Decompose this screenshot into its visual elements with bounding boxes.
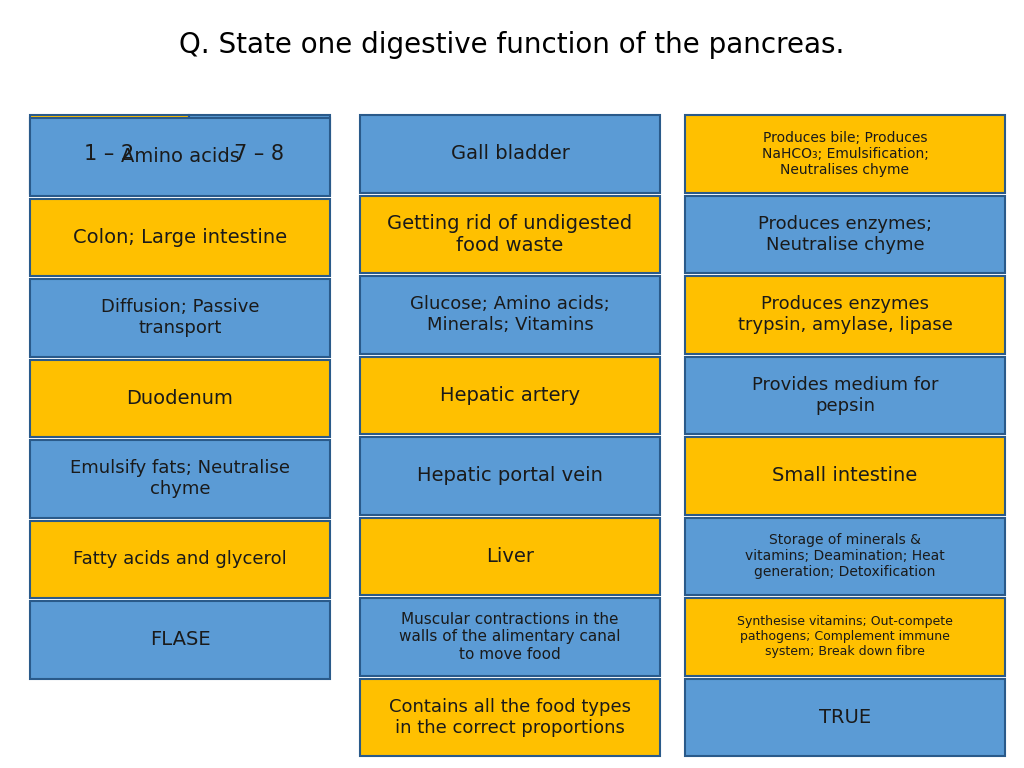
Text: Liver: Liver bbox=[486, 547, 534, 566]
Bar bbox=[360, 437, 660, 515]
Text: Synthesise vitamins; Out-compete
pathogens; Complement immune
system; Break down: Synthesise vitamins; Out-compete pathoge… bbox=[737, 615, 953, 658]
Text: Fatty acids and glycerol: Fatty acids and glycerol bbox=[73, 550, 287, 568]
Text: Emulsify fats; Neutralise
chyme: Emulsify fats; Neutralise chyme bbox=[70, 459, 290, 498]
Bar bbox=[360, 598, 660, 676]
Bar bbox=[30, 115, 189, 193]
Text: FLASE: FLASE bbox=[150, 631, 210, 649]
Bar bbox=[685, 437, 1005, 515]
Bar bbox=[685, 518, 1005, 595]
Text: Hepatic portal vein: Hepatic portal vein bbox=[417, 466, 603, 485]
Bar bbox=[30, 118, 330, 196]
Bar bbox=[360, 196, 660, 273]
Bar bbox=[189, 115, 330, 193]
Bar bbox=[30, 521, 330, 598]
Text: TRUE: TRUE bbox=[819, 708, 871, 727]
Bar bbox=[360, 356, 660, 434]
Text: Amino acids: Amino acids bbox=[121, 147, 240, 166]
Bar bbox=[360, 276, 660, 353]
Text: Q. State one digestive function of the pancreas.: Q. State one digestive function of the p… bbox=[179, 31, 845, 59]
Bar bbox=[360, 518, 660, 595]
Text: Contains all the food types
in the correct proportions: Contains all the food types in the corre… bbox=[389, 698, 631, 737]
Bar bbox=[685, 115, 1005, 193]
Text: Produces enzymes;
Neutralise chyme: Produces enzymes; Neutralise chyme bbox=[758, 215, 932, 253]
Bar bbox=[360, 115, 660, 193]
Bar bbox=[30, 601, 330, 678]
Bar bbox=[685, 598, 1005, 676]
Text: Hepatic artery: Hepatic artery bbox=[440, 386, 580, 405]
Text: Storage of minerals &
vitamins; Deamination; Heat
generation; Detoxification: Storage of minerals & vitamins; Deaminat… bbox=[745, 533, 945, 579]
Text: Provides medium for
pepsin: Provides medium for pepsin bbox=[752, 376, 938, 415]
Text: Produces bile; Produces
NaHCO₃; Emulsification;
Neutralises chyme: Produces bile; Produces NaHCO₃; Emulsifi… bbox=[762, 131, 929, 177]
Bar bbox=[30, 279, 330, 356]
Bar bbox=[360, 678, 660, 756]
Text: Duodenum: Duodenum bbox=[127, 389, 233, 408]
Bar bbox=[30, 198, 330, 276]
Text: Gall bladder: Gall bladder bbox=[451, 144, 569, 164]
Bar bbox=[30, 440, 330, 518]
Text: Produces enzymes
trypsin, amylase, lipase: Produces enzymes trypsin, amylase, lipas… bbox=[737, 296, 952, 334]
Bar bbox=[685, 276, 1005, 353]
Text: Getting rid of undigested
food waste: Getting rid of undigested food waste bbox=[387, 214, 633, 255]
Bar bbox=[685, 678, 1005, 756]
Text: Muscular contractions in the
walls of the alimentary canal
to move food: Muscular contractions in the walls of th… bbox=[399, 612, 621, 662]
Bar bbox=[685, 196, 1005, 273]
Text: Glucose; Amino acids;
Minerals; Vitamins: Glucose; Amino acids; Minerals; Vitamins bbox=[411, 296, 610, 334]
Text: 7 – 8: 7 – 8 bbox=[234, 144, 285, 164]
Bar bbox=[30, 359, 330, 437]
Text: Small intestine: Small intestine bbox=[772, 466, 918, 485]
Text: Diffusion; Passive
transport: Diffusion; Passive transport bbox=[100, 298, 259, 337]
Text: 1 – 2: 1 – 2 bbox=[84, 144, 134, 164]
Bar bbox=[685, 356, 1005, 434]
Text: Colon; Large intestine: Colon; Large intestine bbox=[73, 228, 287, 247]
